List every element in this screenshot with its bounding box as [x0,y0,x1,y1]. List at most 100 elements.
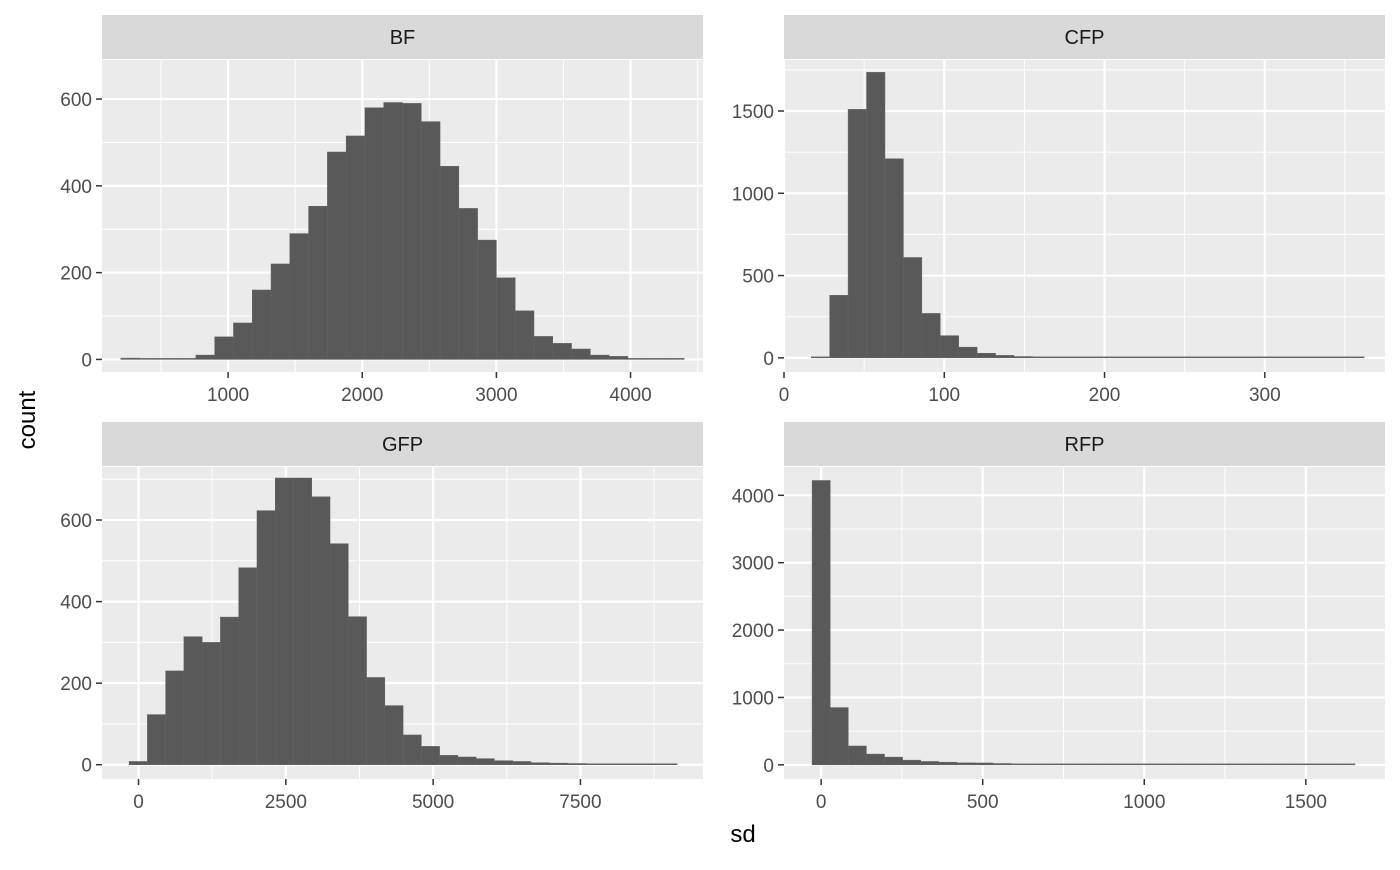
facet-strip-label: BF [390,27,416,49]
histogram-bar [1191,763,1211,766]
y-tick-label: 1500 [732,102,774,123]
x-tick-label: 1000 [1123,792,1165,813]
histogram-bar [571,348,591,360]
histogram-bar [238,567,258,765]
histogram-bar [494,760,513,765]
histogram-bar [848,745,867,766]
facet-strip-label: CFP [1065,27,1105,49]
histogram-bar [311,496,331,765]
histogram-bar [402,103,422,360]
histogram-bar [1124,356,1144,359]
histogram-bar [1137,763,1157,766]
x-tick-label: 200 [1089,385,1121,406]
histogram-bar [590,354,610,360]
histogram-bar [974,762,994,766]
y-tick-label: 0 [763,756,774,777]
histogram-bar [457,756,477,765]
histogram-bar [402,734,422,765]
histogram-bar [866,753,885,766]
histogram-bar [293,477,313,765]
facet-strip [102,15,703,59]
histogram-bar [1271,356,1291,359]
x-tick-label: 2000 [341,385,383,406]
histogram-bar [252,289,272,360]
histogram-bar [233,322,253,360]
facet-panel-bf: BF 1000 2000 3000 4000 0 200 400 600 [60,15,703,406]
histogram-bar [1155,763,1175,766]
histogram-bar [940,335,959,359]
histogram-bar [165,670,185,765]
histogram-bar [920,761,940,766]
histogram-bar [811,480,831,766]
histogram-bar [384,705,404,765]
histogram-bar [289,233,309,360]
histogram-bar [220,616,239,765]
y-tick-label: 4000 [732,486,774,507]
histogram-bar [548,762,568,765]
histogram-bar [383,102,403,360]
x-tick-label: 300 [1249,385,1281,406]
y-tick-label: 1000 [732,184,774,205]
histogram-bar [640,763,660,765]
y-tick-label: 0 [763,349,774,370]
facet-strip-label: GFP [382,434,423,456]
histogram-bar [421,746,440,765]
histogram-bar [270,263,291,360]
histogram-bar [439,755,459,765]
histogram-bar [902,759,921,766]
histogram-bar [477,239,497,360]
histogram-bar [345,135,366,360]
histogram-bar [1069,356,1088,359]
x-tick-label: 2500 [265,792,307,813]
histogram-bar [533,336,553,360]
histogram-bar [884,756,903,766]
histogram-bar [956,762,976,766]
y-tick-label: 0 [81,350,92,371]
histogram-bar [627,358,647,360]
x-tick-label: 0 [779,385,790,406]
x-tick-label: 0 [816,792,827,813]
x-axis-title: sd [730,821,755,848]
histogram-bar [866,72,886,359]
x-tick-label: 500 [967,792,999,813]
histogram-bar [329,543,349,765]
histogram-bar [1105,356,1125,359]
y-tick-label: 400 [60,593,92,614]
x-tick-label: 1000 [207,385,249,406]
facet-strip [784,15,1385,59]
histogram-bar [1327,356,1346,359]
histogram-bar [475,758,495,765]
histogram-bar [1010,763,1030,766]
facet-panel-cfp: CFP 0 100 200 300 0 500 1000 1500 [732,15,1385,406]
y-tick-label: 1000 [732,688,774,709]
histogram-bar [1308,356,1328,359]
histogram-bar [1234,356,1254,359]
histogram-bar [1047,763,1066,766]
histogram-bar [810,356,830,359]
histogram-bar [195,354,215,360]
x-tick-label: 100 [928,385,960,406]
histogram-bar [1282,763,1301,766]
histogram-bar [622,763,641,765]
histogram-bar [364,107,384,360]
y-tick-label: 200 [60,264,92,285]
histogram-bar [158,358,178,360]
histogram-bar [1087,356,1107,359]
histogram-bar [1083,763,1102,766]
y-tick-label: 500 [742,267,774,288]
histogram-bar [976,352,996,359]
histogram-bar [1336,763,1356,766]
x-tick-label: 7500 [559,792,601,813]
histogram-bar [1013,356,1033,359]
histogram-bar [1173,763,1193,766]
histogram-bar [1101,763,1120,766]
histogram-bar [646,358,666,360]
y-tick-label: 600 [60,90,92,111]
histogram-bar [1161,356,1181,359]
histogram-bar [176,358,197,360]
histogram-bar [214,336,234,360]
histogram-bar [1142,356,1162,359]
facet-panel-rfp: RFP 0 500 1000 1500 0 1000 2000 3000 4000 [732,422,1385,813]
